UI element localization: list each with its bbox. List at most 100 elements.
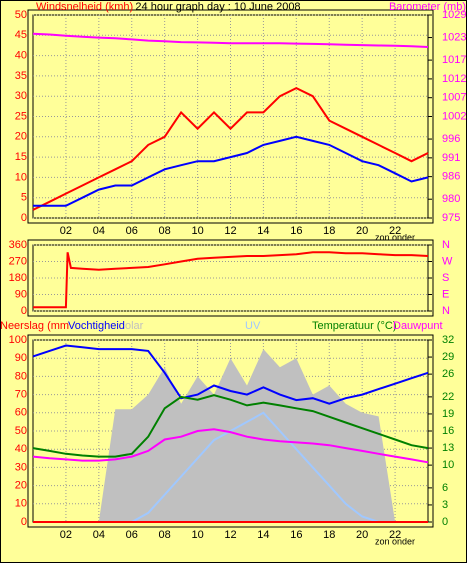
y-tick-label: 80 xyxy=(15,370,27,382)
x-tick-label: 04 xyxy=(93,529,105,541)
y2-tick-label: E xyxy=(442,288,449,300)
y2-tick-label: 13 xyxy=(442,442,454,454)
x-tick-label: 18 xyxy=(323,225,335,237)
x-tick-label: 10 xyxy=(191,529,203,541)
series-label: Vochtigheid xyxy=(68,320,125,332)
y-tick-label: 90 xyxy=(15,288,27,300)
y2-tick-label: 986 xyxy=(442,171,460,183)
y2-tick-label: 1012 xyxy=(442,73,466,85)
y-tick-label: 360 xyxy=(9,239,27,251)
plot-frame xyxy=(27,239,434,317)
y-tick-label: 60 xyxy=(15,407,27,419)
y-tick-label: 270 xyxy=(9,255,27,267)
y-tick-label: 100 xyxy=(9,334,27,346)
y2-tick-label: N xyxy=(442,305,450,317)
y-tick-label: 10 xyxy=(15,498,27,510)
x-tick-label: 02 xyxy=(60,529,72,541)
y-tick-label: 5 xyxy=(21,192,27,204)
y2-tick-label: 32 xyxy=(442,334,454,346)
y2-tick-label: 975 xyxy=(442,212,460,224)
y2-tick-label: 3 xyxy=(442,499,448,511)
y-axis-label: Windsnelheid (kmh) xyxy=(36,1,133,13)
y2-tick-label: 996 xyxy=(442,133,460,145)
x-tick-label: 12 xyxy=(224,225,236,237)
series-label: Neerslag (mm xyxy=(0,320,69,332)
line xyxy=(32,344,429,405)
y2-tick-label: 1002 xyxy=(442,110,466,122)
area xyxy=(33,349,428,522)
y-tick-label: 0 xyxy=(21,516,27,528)
plot-frame xyxy=(27,9,434,224)
x-tick-label: 10 xyxy=(191,225,203,237)
y2-tick-label: 10 xyxy=(442,459,454,471)
line xyxy=(32,32,429,48)
y2-tick-label: 0 xyxy=(442,516,448,528)
annotation: zon onder xyxy=(375,536,415,546)
y2-tick-label: S xyxy=(442,272,449,284)
y-tick-label: 15 xyxy=(15,151,27,163)
x-tick-label: 06 xyxy=(126,225,138,237)
y-tick-label: 25 xyxy=(15,110,27,122)
line xyxy=(33,251,429,309)
series-label: Dauwpunt xyxy=(393,320,443,332)
chart-title: 24 hour graph day : 10 June 2008 xyxy=(135,1,300,13)
y-tick-label: 50 xyxy=(15,425,27,437)
y2-tick-label: 1023 xyxy=(442,31,466,43)
y-tick-label: 40 xyxy=(15,443,27,455)
x-tick-label: 12 xyxy=(224,529,236,541)
plot-area xyxy=(32,244,429,312)
x-tick-label: 20 xyxy=(356,529,368,541)
y-tick-label: 30 xyxy=(15,90,27,102)
y-tick-label: 20 xyxy=(15,480,27,492)
x-tick-label: 06 xyxy=(126,529,138,541)
x-tick-label: 22 xyxy=(389,225,401,237)
y-tick-label: 35 xyxy=(15,70,27,82)
y2-tick-label: 1029 xyxy=(442,9,466,21)
x-tick-label: 14 xyxy=(257,225,269,237)
y-tick-label: 0 xyxy=(21,212,27,224)
y2-tick-label: 29 xyxy=(442,351,454,363)
line xyxy=(33,135,429,207)
y2-tick-label: W xyxy=(442,255,453,267)
x-tick-label: 08 xyxy=(159,529,171,541)
series-label: olar xyxy=(125,320,144,332)
x-tick-label: 14 xyxy=(257,529,269,541)
y2-axis-label: Barometer (mb) xyxy=(389,1,466,13)
series-label: UV xyxy=(245,320,261,332)
x-tick-label: 02 xyxy=(60,225,72,237)
y2-tick-label: 991 xyxy=(442,152,460,164)
plot-frame xyxy=(27,334,434,528)
y2-tick-label: 16 xyxy=(442,425,454,437)
y2-tick-label: N xyxy=(442,239,450,251)
line xyxy=(32,86,429,211)
y2-tick-label: 22 xyxy=(442,391,454,403)
y-tick-label: 40 xyxy=(15,50,27,62)
y-tick-label: 0 xyxy=(21,305,27,317)
x-tick-label: 18 xyxy=(323,529,335,541)
y2-tick-label: 19 xyxy=(442,408,454,420)
y2-tick-label: 1017 xyxy=(442,54,466,66)
line xyxy=(32,394,429,458)
series-label: Temperatuur (°C) xyxy=(312,320,396,332)
y-tick-label: 70 xyxy=(15,389,27,401)
y-tick-label: 90 xyxy=(15,352,27,364)
y-tick-label: 10 xyxy=(15,171,27,183)
y2-tick-label: 980 xyxy=(442,193,460,205)
x-tick-label: 04 xyxy=(93,225,105,237)
x-tick-label: 16 xyxy=(290,529,302,541)
annotation: zon onder xyxy=(375,232,415,242)
y-tick-label: 45 xyxy=(15,29,27,41)
line xyxy=(32,428,429,464)
y-tick-label: 180 xyxy=(9,272,27,284)
y2-tick-label: 26 xyxy=(442,368,454,380)
y-tick-label: 30 xyxy=(15,461,27,473)
y2-tick-label: 1007 xyxy=(442,92,466,104)
y-tick-label: 20 xyxy=(15,131,27,143)
x-tick-label: 22 xyxy=(389,529,401,541)
x-tick-label: 08 xyxy=(159,225,171,237)
x-tick-label: 20 xyxy=(356,225,368,237)
y2-tick-label: 6 xyxy=(442,482,448,494)
y-tick-label: 50 xyxy=(15,9,27,21)
x-tick-label: 16 xyxy=(290,225,302,237)
